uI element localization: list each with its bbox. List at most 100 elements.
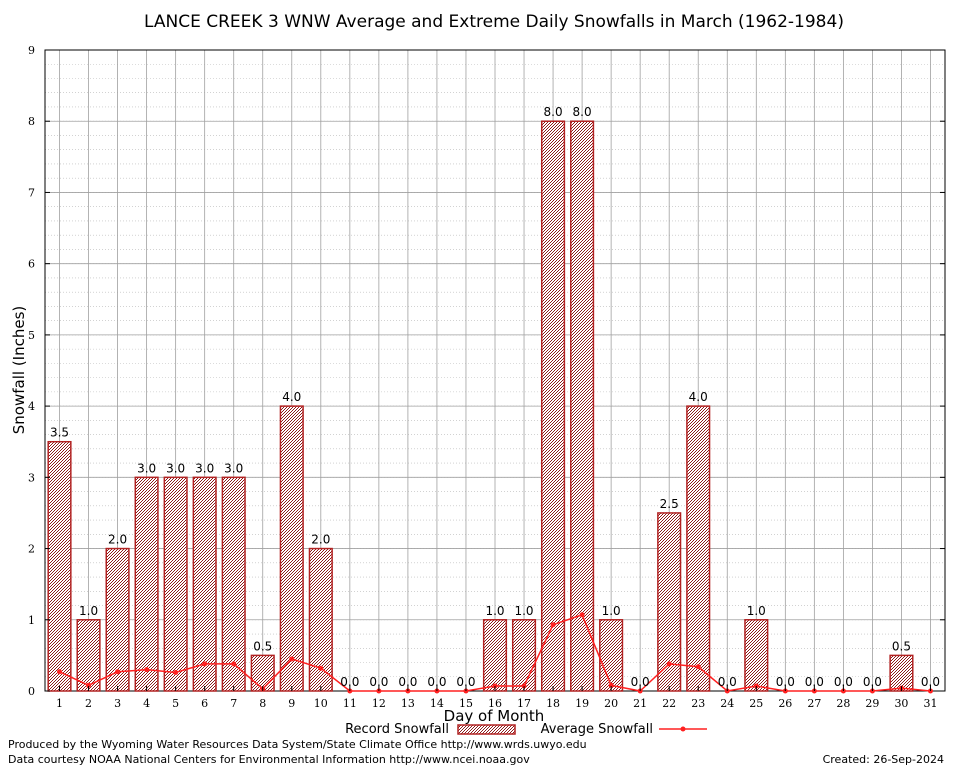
record-bar [47, 440, 72, 692]
bar-value-label: 3.0 [166, 461, 185, 475]
x-tick-label: 20 [604, 697, 618, 710]
x-tick-label: 27 [807, 697, 821, 710]
y-tick-label: 2 [28, 543, 35, 556]
average-point [57, 669, 63, 675]
y-axis-label: Snowfall (Inches) [10, 306, 28, 434]
bar-value-label: 8.0 [544, 105, 563, 119]
x-tick-label: 30 [894, 697, 908, 710]
average-point [115, 669, 121, 675]
legend-record-swatch [457, 724, 516, 735]
x-tick-label: 4 [143, 697, 150, 710]
bar-value-label: 3.0 [137, 461, 156, 475]
y-tick-label: 6 [28, 258, 35, 271]
bar-value-label: 0.5 [253, 639, 272, 653]
footer-created: Created: 26-Sep-2024 [822, 753, 944, 766]
x-tick-label: 17 [517, 697, 531, 710]
x-tick-label: 31 [923, 697, 937, 710]
bar-value-label: 0.0 [805, 675, 824, 689]
bar-value-label: 3.0 [224, 461, 243, 475]
record-bar [511, 619, 537, 692]
bar-value-label: 0.0 [718, 675, 737, 689]
x-tick-label: 11 [343, 697, 357, 710]
legend-average-marker [680, 726, 686, 732]
bar-value-label: 1.0 [79, 604, 98, 618]
legend-record-label: Record Snowfall [345, 722, 449, 737]
average-point [318, 665, 324, 671]
x-tick-label: 16 [488, 697, 502, 710]
x-tick-label: 22 [662, 697, 676, 710]
record-bar [163, 476, 188, 692]
record-bar [192, 476, 217, 692]
bar-value-label: 0.0 [834, 675, 853, 689]
average-point [666, 661, 672, 667]
bar-value-label: 1.0 [514, 604, 533, 618]
footer-courtesy: Data courtesy NOAA National Centers for … [8, 753, 530, 766]
record-bar [744, 619, 769, 692]
average-point [608, 682, 614, 688]
chart-title: LANCE CREEK 3 WNW Average and Extreme Da… [144, 12, 844, 32]
bar-value-label: 0.0 [398, 675, 417, 689]
y-tick-label: 4 [28, 400, 35, 413]
bar-value-label: 1.0 [485, 604, 504, 618]
record-bar [482, 619, 508, 692]
bar-value-label: 0.0 [921, 675, 940, 689]
x-tick-label: 13 [401, 697, 415, 710]
bar-value-label: 4.0 [689, 390, 708, 404]
bar-value-label: 1.0 [747, 604, 766, 618]
x-tick-label: 26 [778, 697, 792, 710]
y-tick-label: 1 [28, 614, 35, 627]
x-tick-label: 10 [314, 697, 328, 710]
average-point [579, 612, 585, 618]
bar-value-label: 4.0 [282, 390, 301, 404]
bar-value-labels: 3.5 1.0 2.0 3.0 3.0 3.0 3.0 0.5 4.0 2.0 0.0 0.0 0.0 0… [50, 105, 940, 689]
x-tick-label: 12 [372, 697, 386, 710]
record-bar [599, 619, 624, 692]
bar-value-label: 0.0 [456, 675, 475, 689]
bar-value-label: 0.5 [892, 639, 911, 653]
x-tick-label: 24 [720, 697, 734, 710]
average-point [144, 667, 150, 673]
average-point [173, 669, 179, 675]
bar-value-label: 0.0 [631, 675, 650, 689]
record-bars [47, 120, 914, 692]
record-bar [540, 120, 566, 692]
record-bar [221, 476, 246, 692]
x-tick-label: 9 [288, 697, 295, 710]
y-tick-label: 5 [28, 329, 35, 342]
average-point [202, 661, 208, 667]
record-bar [279, 405, 304, 692]
bar-value-label: 8.0 [573, 105, 592, 119]
x-tick-label: 23 [691, 697, 705, 710]
x-tick-label: 3 [114, 697, 121, 710]
record-bar [570, 120, 595, 692]
x-tick-label: 1 [56, 697, 63, 710]
bar-value-label: 0.0 [427, 675, 446, 689]
x-tick-label: 7 [230, 697, 237, 710]
bar-value-label: 3.5 [50, 426, 69, 440]
x-tick-label: 2 [85, 697, 92, 710]
x-tick-label: 6 [201, 697, 208, 710]
bar-value-label: 0.0 [863, 675, 882, 689]
x-tick-label: 15 [459, 697, 473, 710]
x-tick-label: 21 [633, 697, 647, 710]
bar-value-label: 2.5 [660, 497, 679, 511]
footer-producer: Produced by the Wyoming Water Resources … [8, 738, 587, 751]
record-bar [76, 619, 101, 692]
x-tick-label: 5 [172, 697, 179, 710]
y-tick-label: 7 [28, 186, 35, 199]
y-tick-label: 3 [28, 471, 35, 484]
bar-value-label: 2.0 [108, 533, 127, 547]
legend: Record Snowfall Average Snowfall [345, 722, 707, 737]
bar-value-label: 0.0 [369, 675, 388, 689]
x-tick-label: 28 [836, 697, 850, 710]
y-tick-label: 0 [28, 685, 35, 698]
bar-value-label: 3.0 [195, 461, 214, 475]
x-tick-label: 14 [430, 697, 444, 710]
record-bar [686, 405, 711, 692]
x-tick-label: 19 [575, 697, 589, 710]
average-point [550, 622, 556, 628]
x-tick-label: 8 [259, 697, 266, 710]
bar-value-label: 2.0 [311, 533, 330, 547]
